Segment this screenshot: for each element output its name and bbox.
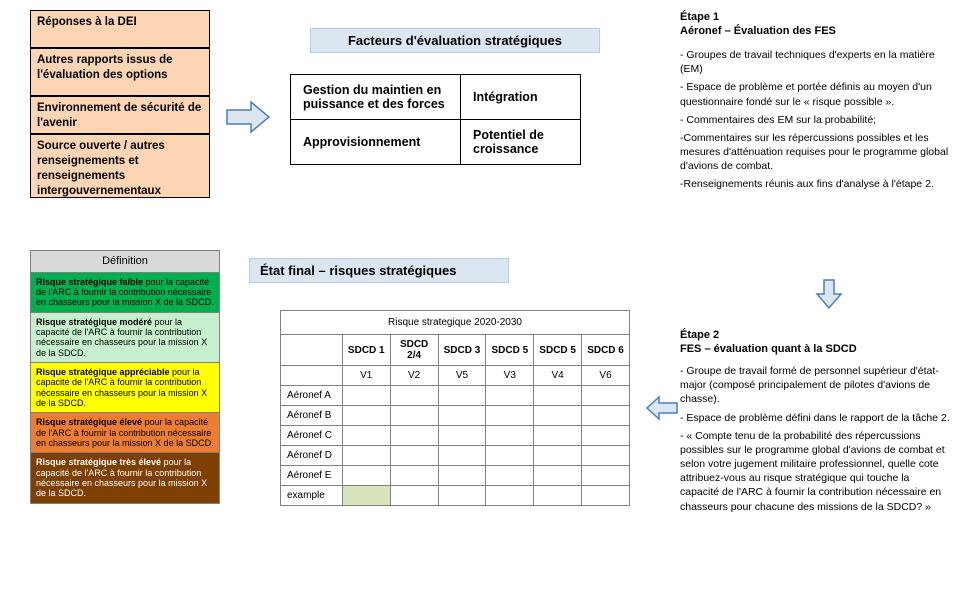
input-source-ouverte: Source ouverte / autres renseignements e… <box>30 134 210 198</box>
risk-table-title: Risque strategique 2020-2030 <box>281 311 630 335</box>
risk-cell <box>486 446 534 466</box>
input-autres-rapports: Autres rapports issus de l'évaluation de… <box>30 48 210 96</box>
step1-line1: Étape 1 <box>680 10 950 24</box>
step1-item: - Commentaires des EM sur la probabilité… <box>680 113 950 127</box>
factor-cell: Gestion du maintien en puissance et des … <box>291 75 461 120</box>
final-header: État final – risques stratégiques <box>249 258 509 283</box>
risk-cell <box>342 466 390 486</box>
risk-row-label: Aéronef B <box>281 406 343 426</box>
step2-line2: FES – évaluation quant à la SDCD <box>680 342 950 356</box>
risk-cell <box>534 426 582 446</box>
risk-cell <box>486 406 534 426</box>
risk-col-header: SDCD 5 <box>486 335 534 366</box>
factors-header: Facteurs d'évaluation stratégiques <box>310 28 600 53</box>
risk-cell <box>342 446 390 466</box>
risk-row-label: Aéronef D <box>281 446 343 466</box>
definition-level: Risque stratégique élevé pour la capacit… <box>31 413 220 453</box>
risk-cell <box>534 446 582 466</box>
definition-level: Risque stratégique appréciable pour la c… <box>31 363 220 413</box>
risk-col-header: SDCD 6 <box>582 335 630 366</box>
risk-cell <box>534 466 582 486</box>
risk-cell <box>582 466 630 486</box>
step1-item: - Groupes de travail techniques d'expert… <box>680 48 950 76</box>
step1-body: - Groupes de travail techniques d'expert… <box>680 48 950 196</box>
risk-v-header: V6 <box>582 366 630 386</box>
risk-cell <box>486 486 534 506</box>
step1-item: - Espace de problème et portée définis a… <box>680 80 950 108</box>
risk-cell <box>582 446 630 466</box>
risk-cell <box>342 406 390 426</box>
step1-item: -Renseignements réunis aux fins d'analys… <box>680 177 950 191</box>
risk-row-label: Aéronef C <box>281 426 343 446</box>
risk-cell <box>534 386 582 406</box>
risk-col-header: SDCD 3 <box>438 335 486 366</box>
definition-level: Risque stratégique très élevé pour la ca… <box>31 453 220 503</box>
arrow-right-icon <box>225 100 271 137</box>
risk-cell <box>582 406 630 426</box>
risk-cell <box>582 426 630 446</box>
factor-cell: Approvisionnement <box>291 120 461 165</box>
risk-cell <box>390 486 438 506</box>
risk-cell <box>342 386 390 406</box>
risk-v-header: V5 <box>438 366 486 386</box>
definition-level: Risque stratégique modéré pour la capaci… <box>31 312 220 362</box>
risk-col-header: SDCD 5 <box>534 335 582 366</box>
risk-cell <box>486 386 534 406</box>
arrow-down-icon <box>815 278 843 313</box>
step2-body: - Groupe de travail formé de personnel s… <box>680 364 950 518</box>
risk-cell <box>582 386 630 406</box>
risk-cell <box>486 426 534 446</box>
factor-cell: Intégration <box>461 75 581 120</box>
risk-cell <box>534 406 582 426</box>
risk-cell <box>582 486 630 506</box>
risk-cell <box>438 386 486 406</box>
factor-cell: Potentiel de croissance <box>461 120 581 165</box>
risk-v-header: V2 <box>390 366 438 386</box>
risk-row-label: example <box>281 486 343 506</box>
risk-cell <box>438 466 486 486</box>
arrow-left-icon <box>645 395 679 424</box>
risk-cell <box>390 386 438 406</box>
risk-v-header: V4 <box>534 366 582 386</box>
definitions-header: Définition <box>31 251 220 273</box>
risk-row-label: Aéronef A <box>281 386 343 406</box>
risk-col-header: SDCD 1 <box>342 335 390 366</box>
risk-cell <box>438 486 486 506</box>
risk-table: Risque strategique 2020-2030 SDCD 1SDCD … <box>280 310 630 506</box>
risk-v-header: V1 <box>342 366 390 386</box>
risk-v-header: V3 <box>486 366 534 386</box>
input-dei: Réponses à la DEI <box>30 10 210 48</box>
risk-cell <box>342 426 390 446</box>
step1-item: -Commentaires sur les répercussions poss… <box>680 131 950 174</box>
step2-title: Étape 2 FES – évaluation quant à la SDCD <box>680 328 950 357</box>
risk-cell <box>438 426 486 446</box>
step2-item: - « Compte tenu de la probabilité des ré… <box>680 429 950 514</box>
risk-cell <box>438 406 486 426</box>
risk-cell <box>486 466 534 486</box>
risk-col-header: SDCD 2/4 <box>390 335 438 366</box>
risk-cell <box>534 486 582 506</box>
step2-item: - Groupe de travail formé de personnel s… <box>680 364 950 407</box>
step2-item: - Espace de problème défini dans le rapp… <box>680 411 950 425</box>
step1-line2: Aéronef – Évaluation des FES <box>680 24 950 38</box>
risk-cell <box>390 446 438 466</box>
step2-line1: Étape 2 <box>680 328 950 342</box>
risk-cell <box>342 486 390 506</box>
definitions-table: Définition Risque stratégique faible pou… <box>30 250 220 504</box>
step1-title: Étape 1 Aéronef – Évaluation des FES <box>680 10 950 39</box>
definition-level: Risque stratégique faible pour la capaci… <box>31 272 220 312</box>
risk-cell <box>438 446 486 466</box>
risk-row-label: Aéronef E <box>281 466 343 486</box>
input-environnement: Environnement de sécurité de l'avenir <box>30 96 210 134</box>
factors-table: Gestion du maintien en puissance et des … <box>290 74 581 165</box>
risk-cell <box>390 406 438 426</box>
risk-cell <box>390 466 438 486</box>
risk-cell <box>390 426 438 446</box>
